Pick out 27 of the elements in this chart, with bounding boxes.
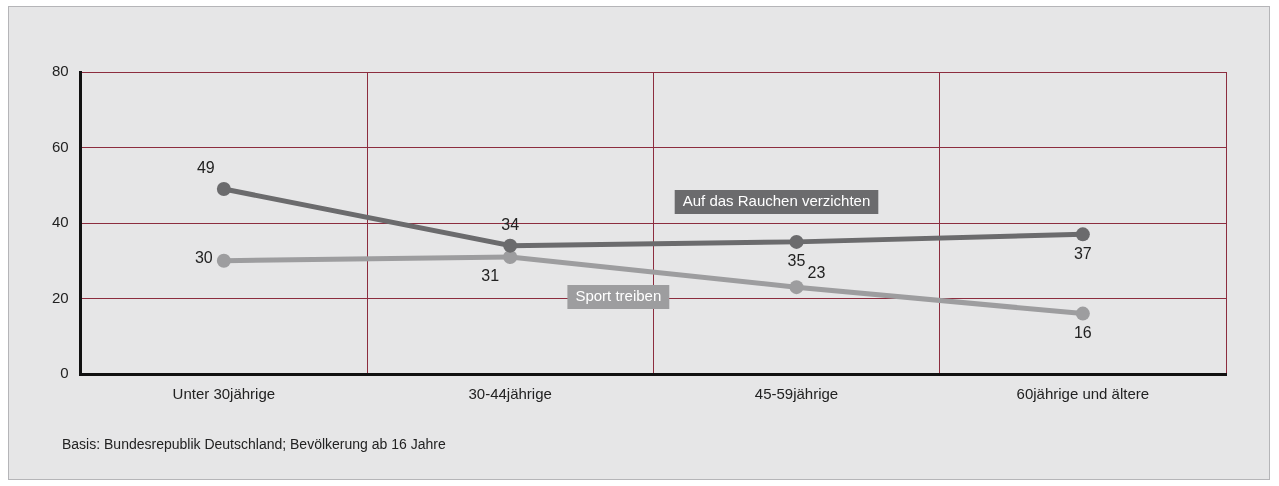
point	[216, 182, 231, 197]
point	[503, 238, 518, 253]
y-tick-label: 40	[52, 213, 69, 231]
point	[216, 253, 231, 268]
x-tick-label: 45-59jährige	[754, 385, 839, 403]
y-tick-label: 80	[52, 62, 69, 80]
point	[789, 234, 804, 249]
y-tick-label: 60	[52, 137, 69, 155]
data-label: 37	[1073, 244, 1092, 262]
text: Auf das Rauchen verzichten	[682, 192, 871, 210]
point	[503, 249, 518, 264]
data-label: 31	[481, 267, 500, 285]
data-label: 35	[787, 252, 806, 270]
x-tick-label: 30-44jährige	[468, 385, 552, 403]
x-tick-label: Unter 30jährige	[172, 385, 276, 403]
data-label: 23	[807, 263, 826, 281]
point	[1075, 227, 1090, 242]
series-label: Sport treiben	[575, 287, 662, 305]
y-tick-label: 0	[60, 364, 69, 382]
data-label: 16	[1073, 324, 1092, 342]
point	[789, 280, 804, 295]
y-tick-label: 20	[52, 288, 69, 306]
data-label: 49	[196, 159, 215, 177]
x-tick-label: 60jährige und ältere	[1016, 385, 1150, 403]
text: Basis: Bundesrepublik Deutschland; Bevölkerung ab 16 Jahre	[62, 435, 446, 452]
point	[1075, 306, 1090, 321]
data-label: 30	[194, 249, 213, 267]
